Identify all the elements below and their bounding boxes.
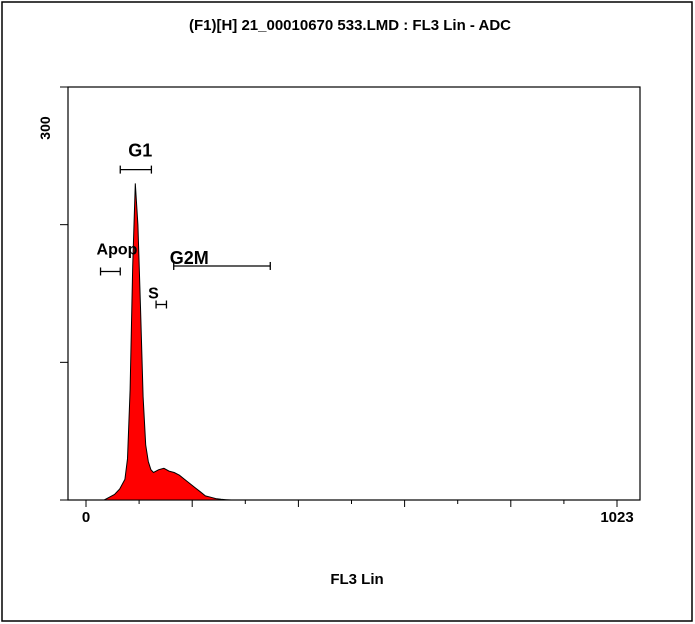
gate-g1[interactable]: G1 [119, 141, 152, 174]
y-axis-ticks [60, 86, 68, 501]
plot-area: G1 Apop G2M S [60, 86, 641, 507]
gate-label-apop: Apop [97, 241, 138, 258]
histogram-area [103, 183, 232, 501]
x-tick-label-1023: 1023 [600, 509, 633, 526]
gate-g2m[interactable]: G2M [170, 248, 271, 270]
plot-frame [67, 86, 641, 501]
gate-s[interactable]: S [148, 286, 168, 309]
y-tick-label-300: 300 [37, 116, 53, 140]
gate-label-s: S [148, 286, 159, 303]
gate-label-g2m: G2M [170, 248, 209, 268]
gate-regions: G1 Apop G2M S [97, 141, 271, 309]
x-axis-label: FL3 Lin [330, 571, 383, 588]
gate-apop[interactable]: Apop [97, 241, 138, 276]
gate-label-g1: G1 [128, 141, 152, 161]
x-axis-ticks [85, 500, 618, 507]
x-tick-label-0: 0 [82, 509, 90, 526]
chart-title: (F1)[H] 21_00010670 533.LMD : FL3 Lin - … [189, 17, 511, 34]
